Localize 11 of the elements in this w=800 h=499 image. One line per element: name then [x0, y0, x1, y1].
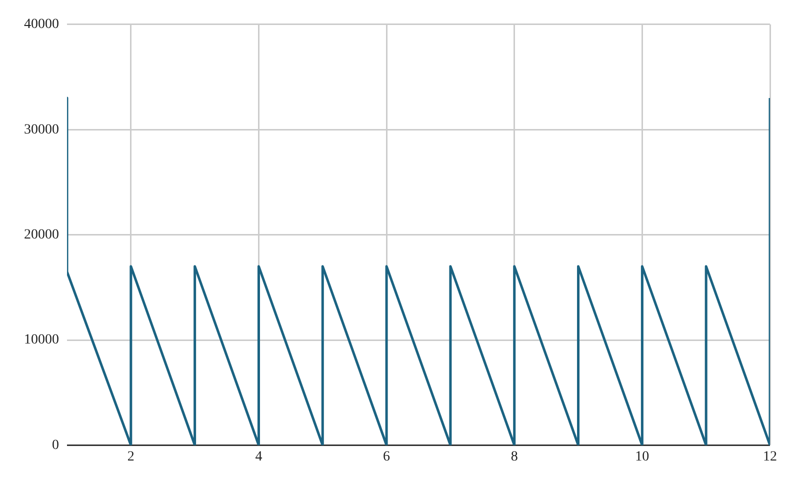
x-tick-label: 10	[635, 449, 650, 464]
x-tick-label: 6	[383, 449, 390, 464]
y-tick-label: 30000	[24, 122, 59, 138]
y-tick-label: 0	[52, 438, 59, 453]
x-tick-label: 4	[255, 449, 262, 464]
x-tick-label: 8	[510, 449, 518, 464]
y-tick-label: 40000	[24, 17, 59, 32]
x-tick-label: 2	[127, 449, 134, 464]
x-tick-label: 12	[763, 449, 777, 464]
y-tick-label: 10000	[24, 332, 59, 348]
y-tick-label: 20000	[24, 227, 59, 242]
